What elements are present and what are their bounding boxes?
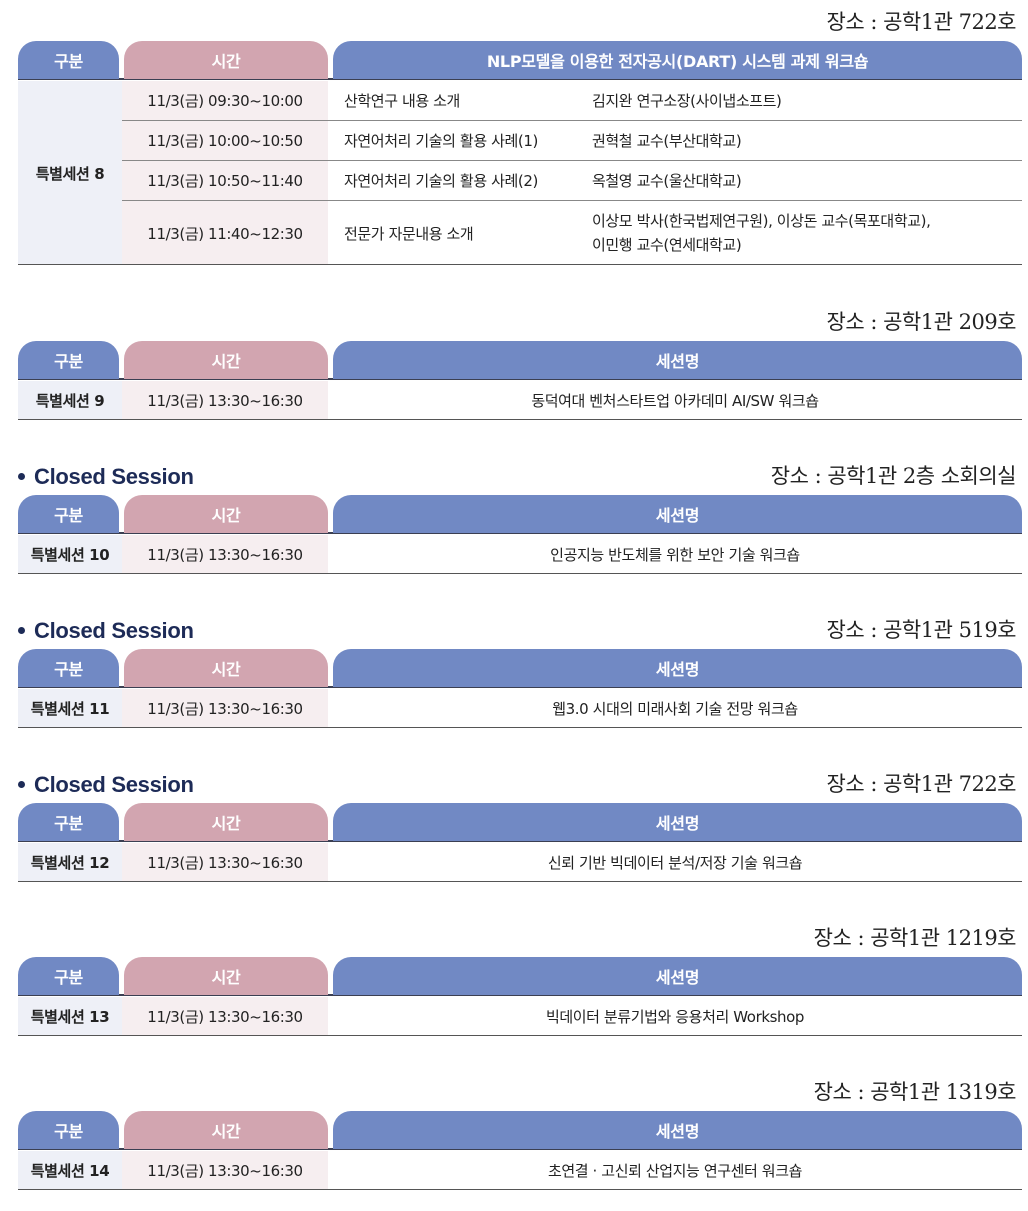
speaker-cell: 권혁철 교수(부산대학교) — [592, 131, 742, 150]
closed-session-text: Closed Session — [34, 464, 194, 489]
time-cell: 11/3(금) 09:30~10:00 — [122, 81, 328, 120]
session-block: 장소 : 공학1관 1219호 구분 시간 세션명 특별세션 13 11/3(금) 13:… — [18, 922, 1022, 1040]
table-header: 구분 시간 세션명 — [18, 649, 1022, 688]
table-row: 특별세션 12 11/3(금) 13:30~16:30 신뢰 기반 빅데이터 분석/… — [18, 843, 1022, 882]
time-cell: 11/3(금) 13:30~16:30 — [122, 381, 328, 419]
speaker-line-1: 이상모 박사(한국법제연구원), 이상돈 교수(목포대학교), — [592, 212, 931, 230]
session-block: Closed Session 장소 : 공학1관 2층 소회의실 구분 시간 세션명 특별… — [18, 460, 1022, 578]
table-row: 특별세션 10 11/3(금) 13:30~16:30 인공지능 반도체를 위한 보… — [18, 535, 1022, 574]
location-label: 장소 : 공학1관 1319호 — [813, 1080, 1017, 1104]
header-time: 시간 — [124, 1111, 328, 1149]
topic-cell: 자연어처리 기술의 활용 사례(2) — [344, 172, 538, 190]
header-gubun: 구분 — [18, 957, 119, 995]
closed-session-text: Closed Session — [34, 618, 194, 643]
header-gubun: 구분 — [18, 41, 119, 79]
header-gubun: 구분 — [18, 1111, 119, 1149]
table-row: 11/3(금) 10:00~10:50 자연어처리 기술의 활용 사례(1) 권… — [122, 121, 1022, 161]
header-gubun: 구분 — [18, 803, 119, 841]
session-name-cell: 초연결 · 고신뢰 산업지능 연구센터 워크숍 — [547, 1161, 802, 1180]
time-cell: 11/3(금) 11:40~12:30 — [122, 201, 328, 265]
header-session-name: 세션명 — [333, 341, 1022, 379]
time-cell: 11/3(금) 13:30~16:30 — [122, 689, 328, 727]
header-session-name: 세션명 — [333, 495, 1022, 533]
time-cell: 11/3(금) 10:50~11:40 — [122, 161, 328, 200]
header-session-name: 세션명 — [333, 649, 1022, 687]
header-time: 시간 — [124, 649, 328, 687]
table-row: 특별세션 9 11/3(금) 13:30~16:30 동덕여대 벤처스타트업 아카데… — [18, 381, 1022, 420]
location-label: 장소 : 공학1관 519호 — [826, 618, 1017, 642]
session-block: 장소 : 공학1관 209호 구분 시간 세션명 특별세션 9 11/3(금) 13:30… — [18, 306, 1022, 424]
header-session-name: 세션명 — [333, 1111, 1022, 1149]
topic-cell: 산학연구 내용 소개 — [344, 92, 460, 110]
location-label: 장소 : 공학1관 2층 소회의실 — [770, 464, 1017, 488]
time-cell: 11/3(금) 13:30~16:30 — [122, 1151, 328, 1189]
location-label: 장소 : 공학1관 209호 — [826, 310, 1017, 334]
header-session-title: NLP모델을 이용한 전자공시(DART) 시스템 과제 워크숍 — [333, 41, 1022, 79]
gubun-cell: 특별세션 13 — [18, 997, 122, 1035]
speaker-cell: 이상모 박사(한국법제연구원), 이상돈 교수(목포대학교), 이민행 교수(연… — [592, 201, 931, 265]
header-gubun: 구분 — [18, 341, 119, 379]
gubun-cell: 특별세션 10 — [18, 535, 122, 573]
session-name-cell: 빅데이터 분류기법와 응용처리 Workshop — [545, 1007, 805, 1026]
location-label: 장소 : 공학1관 1219호 — [813, 926, 1017, 950]
table-header: 구분 시간 세션명 — [18, 957, 1022, 996]
speaker-cell: 옥철영 교수(울산대학교) — [592, 171, 742, 190]
bullet-dot — [18, 626, 25, 634]
gubun-cell: 특별세션 12 — [18, 843, 122, 881]
time-cell: 11/3(금) 13:30~16:30 — [122, 535, 328, 573]
table-row: 특별세션 11 11/3(금) 13:30~16:30 웹3.0 시대의 미래사회 … — [18, 689, 1022, 728]
time-cell: 11/3(금) 10:00~10:50 — [122, 121, 328, 160]
closed-session-label: Closed Session — [18, 618, 194, 644]
topic-cell: 자연어처리 기술의 활용 사례(1) — [344, 132, 538, 150]
session-name-cell: 웹3.0 시대의 미래사회 기술 전망 워크숍 — [552, 699, 798, 718]
header-time: 시간 — [124, 341, 328, 379]
header-time: 시간 — [124, 957, 328, 995]
closed-session-label: Closed Session — [18, 772, 194, 798]
session-block: 장소 : 공학1관 1319호 구분 시간 세션명 특별세션 14 11/3(금) 13:… — [18, 1076, 1022, 1194]
location-label: 장소 : 공학1관 722호 — [826, 10, 1017, 34]
session-name-cell: 신뢰 기반 빅데이터 분석/저장 기술 워크숍 — [547, 853, 803, 872]
header-session-name: 세션명 — [333, 957, 1022, 995]
table-header: 구분 시간 세션명 — [18, 803, 1022, 842]
bullet-dot — [18, 472, 25, 480]
header-time: 시간 — [124, 41, 328, 79]
gubun-cell: 특별세션 9 — [18, 381, 122, 419]
session-name-cell: 동덕여대 벤처스타트업 아카데미 AI/SW 워크숍 — [531, 391, 819, 410]
gubun-cell: 특별세션 14 — [18, 1151, 122, 1189]
gubun-cell: 특별세션 11 — [18, 689, 122, 727]
speaker-cell: 김지완 연구소장(사이냅소프트) — [592, 91, 782, 110]
session-8-block: 장소 : 공학1관 722호 구분 시간 NLP모델을 이용한 전자공시(DAR… — [18, 6, 1022, 268]
gubun-cell: 특별세션 8 — [18, 81, 122, 265]
closed-session-label: Closed Session — [18, 464, 194, 490]
session-8-table: 특별세션 8 11/3(금) 09:30~10:00 산학연구 내용 소개 김지… — [18, 81, 1022, 266]
table-row: 11/3(금) 10:50~11:40 자연어처리 기술의 활용 사례(2) 옥… — [122, 161, 1022, 201]
header-gubun: 구분 — [18, 649, 119, 687]
header-gubun: 구분 — [18, 495, 119, 533]
table-row: 11/3(금) 09:30~10:00 산학연구 내용 소개 김지완 연구소장(… — [122, 81, 1022, 121]
session-block: Closed Session 장소 : 공학1관 722호 구분 시간 세션명 특별세션 … — [18, 768, 1022, 886]
session-block: Closed Session 장소 : 공학1관 519호 구분 시간 세션명 특별세션 … — [18, 614, 1022, 732]
time-cell: 11/3(금) 13:30~16:30 — [122, 997, 328, 1035]
time-cell: 11/3(금) 13:30~16:30 — [122, 843, 328, 881]
location-label: 장소 : 공학1관 722호 — [826, 772, 1017, 796]
table-row: 특별세션 14 11/3(금) 13:30~16:30 초연결 · 고신뢰 산업지능… — [18, 1151, 1022, 1190]
bullet-dot — [18, 780, 25, 788]
table-header: 구분 시간 세션명 — [18, 495, 1022, 534]
table-header: 구분 시간 세션명 — [18, 1111, 1022, 1150]
table-header: 구분 시간 NLP모델을 이용한 전자공시(DART) 시스템 과제 워크숍 — [18, 41, 1022, 80]
closed-session-text: Closed Session — [34, 772, 194, 797]
session-name-cell: 인공지능 반도체를 위한 보안 기술 워크숍 — [550, 545, 800, 564]
table-row: 11/3(금) 11:40~12:30 전문가 자문내용 소개 이상모 박사(한… — [122, 201, 1022, 265]
table-bottom-rule — [18, 264, 1022, 265]
topic-cell: 전문가 자문내용 소개 — [344, 224, 474, 243]
table-header: 구분 시간 세션명 — [18, 341, 1022, 380]
table-row: 특별세션 13 11/3(금) 13:30~16:30 빅데이터 분류기법와 응용처… — [18, 997, 1022, 1036]
header-time: 시간 — [124, 803, 328, 841]
speaker-line-2: 이민행 교수(연세대학교) — [592, 236, 742, 254]
header-time: 시간 — [124, 495, 328, 533]
header-session-name: 세션명 — [333, 803, 1022, 841]
